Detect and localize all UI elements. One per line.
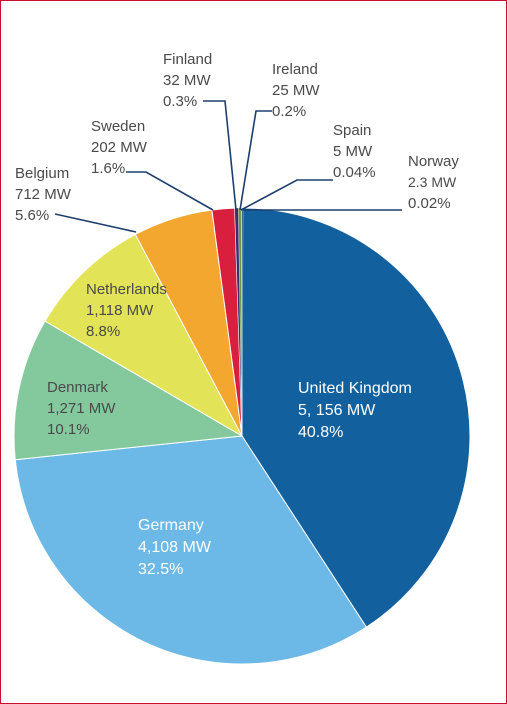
pie-slice-denmark [13,320,244,461]
pie-slice-netherlands [44,233,244,438]
leader-line-sweden [126,171,214,211]
slice-percent-ireland: 0.2% [272,103,306,120]
slice-label-sweden: Sweden [91,118,145,135]
leader-line-ireland [239,110,272,211]
slice-labels: United Kingdom 5, 156 MW 40.8% Germany 4,108… [15,51,459,578]
pie-slice-united-kingdom [241,207,471,628]
slice-label-norway: Norway [408,153,459,170]
slice-value-netherlands: 1,118 MW [86,302,154,319]
slice-percent-united-kingdom: 40.8% [298,424,343,441]
leader-line-spain [240,179,333,211]
slice-label-united-kingdom: United Kingdom [298,380,412,397]
slice-percent-norway: 0.02% [408,195,451,212]
slice-value-sweden: 202 MW [91,139,148,156]
slice-label-spain: Spain [333,122,371,139]
slice-label-denmark: Denmark [47,379,108,396]
slice-percent-sweden: 1.6% [91,160,125,177]
slice-value-norway: 2.3 MW [408,174,457,190]
slice-label-netherlands: Netherlands [86,281,167,298]
slice-value-denmark: 1,271 MW [47,400,116,417]
slice-label-belgium: Belgium [15,165,69,182]
slice-value-spain: 5 MW [333,143,373,160]
leader-line-finland [203,100,237,211]
slice-percent-belgium: 5.6% [15,207,49,224]
slice-percent-finland: 0.3% [163,93,197,110]
slice-value-belgium: 712 MW [15,186,72,203]
pie-slice-germany [14,435,368,665]
slice-percent-netherlands: 8.8% [86,323,120,340]
pie-slices [13,207,471,665]
slice-value-finland: 32 MW [163,72,211,89]
slice-label-germany: Germany [138,517,204,534]
slice-percent-spain: 0.04% [333,164,376,181]
slice-value-germany: 4,108 MW [138,539,212,556]
leader-line-belgium [54,213,137,233]
slice-label-ireland: Ireland [272,61,318,78]
slice-value-ireland: 25 MW [272,82,320,99]
slice-value-united-kingdom: 5, 156 MW [298,402,376,419]
slice-label-finland: Finland [163,51,212,68]
leader-lines [54,100,402,233]
slice-percent-germany: 32.5% [138,561,183,578]
slice-percent-denmark: 10.1% [47,421,90,438]
